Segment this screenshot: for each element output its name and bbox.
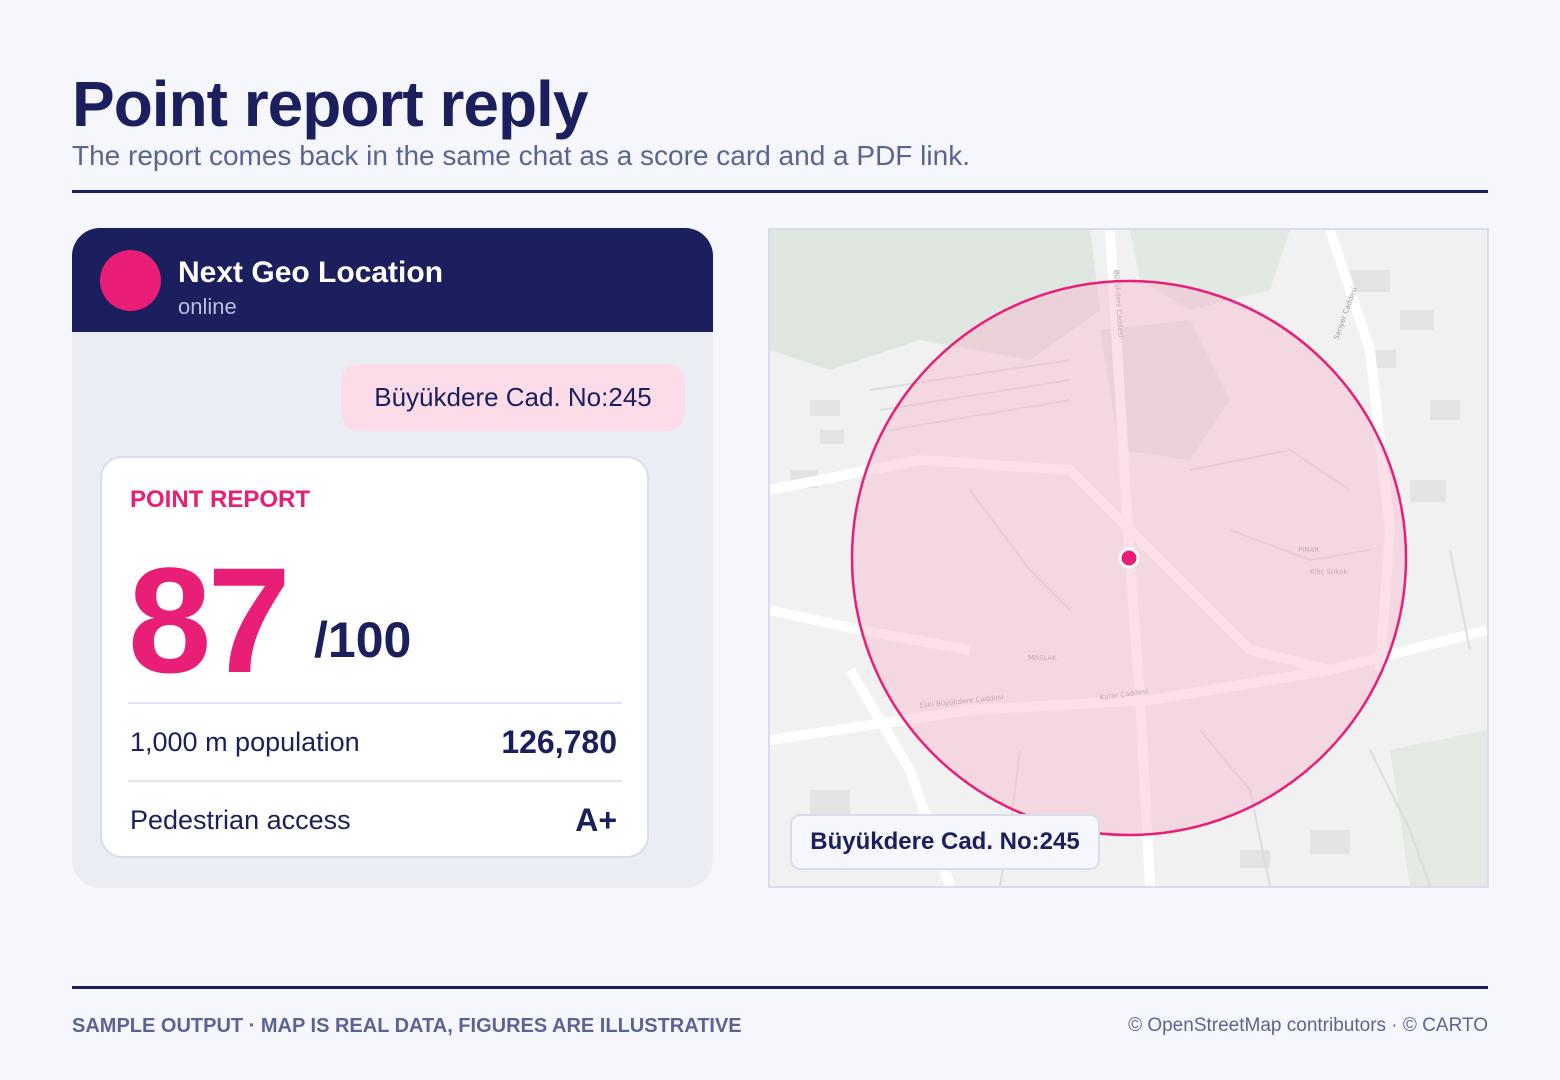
user-message-bubble: Büyükdere Cad. No:245: [341, 364, 685, 431]
map-canvas[interactable]: MASLAK PINAR Eski Büyükdere Caddesi Kata…: [770, 230, 1487, 886]
park-area: [1130, 230, 1290, 310]
chat-status: online: [178, 294, 237, 319]
map-panel[interactable]: MASLAK PINAR Eski Büyükdere Caddesi Kata…: [768, 228, 1489, 888]
park-area: [1100, 320, 1230, 460]
park-area: [1390, 730, 1487, 886]
map-address-label: Büyükdere Cad. No:245: [790, 814, 1100, 870]
top-divider: [72, 190, 1488, 193]
chat-contact-name: Next Geo Location: [178, 256, 444, 289]
page-title: Point report reply: [72, 68, 588, 140]
page-subtitle: The report comes back in the same chat a…: [72, 140, 970, 171]
stat-value-pedestrian: A+: [575, 802, 617, 838]
bottom-divider: [72, 986, 1488, 989]
stat-label-population: 1,000 m population: [130, 727, 360, 757]
score-value: 87: [128, 536, 291, 704]
footer-note: SAMPLE OUTPUT · MAP IS REAL DATA, FIGURE…: [72, 1015, 742, 1037]
chat-header: Next Geo Location online: [72, 228, 713, 332]
location-pin-icon[interactable]: [1118, 547, 1140, 569]
stat-value-population: 126,780: [501, 724, 617, 760]
district-label-pinar: PINAR: [1298, 546, 1319, 554]
score-card[interactable]: POINT REPORT 87 /100 1,000 m population …: [100, 456, 649, 858]
stat-label-pedestrian: Pedestrian access: [130, 805, 351, 835]
avatar: [100, 250, 161, 311]
card-label: POINT REPORT: [130, 486, 311, 513]
card-divider: [128, 780, 622, 782]
chat-panel: Next Geo Location online Büyükdere Cad. …: [72, 228, 713, 888]
footer-attribution: © OpenStreetMap contributors · © CARTO: [1128, 1015, 1488, 1036]
street-label-kilic: Kiliç Sokak: [1310, 568, 1348, 576]
building-blocks: [790, 270, 1460, 868]
score-max: /100: [314, 612, 412, 668]
district-label-maslak: MASLAK: [1028, 654, 1057, 662]
card-divider: [128, 702, 622, 704]
park-area: [770, 230, 1100, 370]
